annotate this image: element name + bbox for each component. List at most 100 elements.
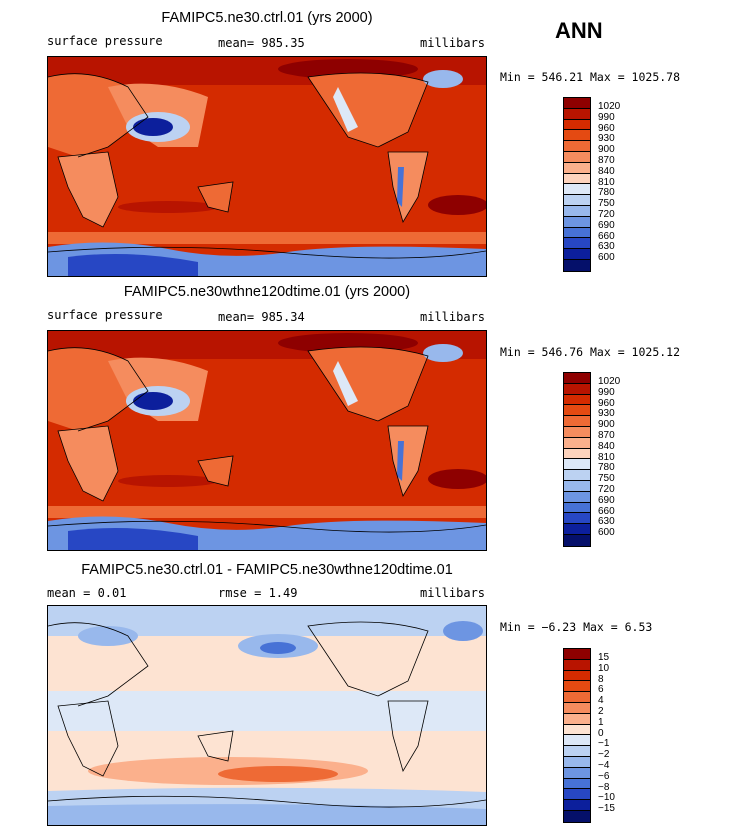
- panel-3-colorbar: [563, 648, 591, 823]
- colorbar-level-label: 630: [598, 241, 615, 253]
- colorbar-swatch: [564, 800, 590, 811]
- panel-3-colorbar-labels: 15 10 8 6 4 2 1 0 −1 −2 −4 −6 −8 −10 −15: [598, 648, 615, 814]
- colorbar-swatch: [564, 184, 590, 196]
- colorbar-level-label: −4: [598, 759, 610, 771]
- panel-3-mean: mean = 0.01: [47, 586, 127, 600]
- panel-2-map-svg: [48, 331, 486, 550]
- panel-3-units: millibars: [420, 586, 486, 600]
- colorbar-level-label: 4: [598, 695, 604, 707]
- colorbar-level-label: 630: [598, 516, 615, 528]
- colorbar-swatch: [564, 405, 590, 417]
- colorbar-swatch: [564, 227, 590, 239]
- colorbar-swatch: [564, 767, 590, 779]
- colorbar-level-label: 810: [598, 451, 615, 463]
- colorbar-level-label: 660: [598, 505, 615, 517]
- colorbar-swatch: [564, 437, 590, 449]
- colorbar-level-label: 1: [598, 716, 604, 728]
- colorbar-level-label: 0: [598, 727, 604, 739]
- panel-2-minmax: Min = 546.76 Max = 1025.12: [500, 345, 681, 359]
- colorbar-swatch: [564, 649, 590, 660]
- colorbar-swatch: [564, 513, 590, 525]
- colorbar-level-label: 840: [598, 440, 615, 452]
- colorbar-level-label: −6: [598, 770, 610, 782]
- colorbar-swatch: [564, 670, 590, 682]
- panel-1-variable-label: surface pressure: [47, 34, 163, 48]
- colorbar-level-label: 960: [598, 397, 615, 409]
- colorbar-level-label: 10: [598, 662, 610, 674]
- colorbar-swatch: [564, 426, 590, 438]
- colorbar-level-label: 660: [598, 230, 615, 242]
- colorbar-level-label: 15: [598, 652, 610, 663]
- colorbar-level-label: 750: [598, 198, 615, 210]
- colorbar-swatch: [564, 724, 590, 736]
- colorbar-swatch: [564, 480, 590, 492]
- panel-1-map: [47, 56, 487, 277]
- colorbar-swatch: [564, 383, 590, 395]
- colorbar-swatch: [564, 713, 590, 725]
- colorbar-swatch: [564, 756, 590, 768]
- colorbar-swatch: [564, 778, 590, 790]
- colorbar-swatch: [564, 810, 590, 822]
- panel-2-colorbar: [563, 372, 591, 547]
- colorbar-level-label: 600: [598, 527, 615, 539]
- colorbar-swatch: [564, 141, 590, 152]
- colorbar-level-label: 960: [598, 122, 615, 134]
- colorbar-level-label: 6: [598, 684, 604, 696]
- colorbar-swatch: [564, 173, 590, 185]
- colorbar-level-label: 1020: [598, 101, 621, 112]
- colorbar-swatch: [564, 416, 590, 427]
- panel-3-title: FAMIPC5.ne30.ctrl.01 - FAMIPC5.ne30wthne…: [81, 562, 453, 578]
- panel-1-title: FAMIPC5.ne30.ctrl.01 (yrs 2000): [161, 10, 373, 26]
- colorbar-swatch: [564, 692, 590, 703]
- colorbar-swatch: [564, 394, 590, 406]
- panel-2-mean: mean= 985.34: [218, 310, 305, 324]
- panel-1-map-svg: [48, 57, 486, 276]
- panel-2-title: FAMIPC5.ne30wthne120dtime.01 (yrs 2000): [123, 284, 411, 300]
- colorbar-level-label: 990: [598, 386, 615, 398]
- colorbar-swatch: [564, 216, 590, 228]
- colorbar-level-label: 600: [598, 252, 615, 264]
- colorbar-level-label: 810: [598, 176, 615, 188]
- colorbar-swatch: [564, 130, 590, 142]
- colorbar-level-label: 900: [598, 144, 615, 156]
- panel-3-minmax: Min = −6.23 Max = 6.53: [500, 620, 653, 634]
- colorbar-level-label: 750: [598, 473, 615, 485]
- colorbar-swatch: [564, 108, 590, 120]
- colorbar-swatch: [564, 259, 590, 271]
- colorbar-level-label: 690: [598, 219, 615, 231]
- colorbar-level-label: 780: [598, 187, 615, 199]
- colorbar-swatch: [564, 195, 590, 206]
- colorbar-level-label: 780: [598, 462, 615, 474]
- panel-2-variable-label: surface pressure: [47, 308, 163, 322]
- colorbar-swatch: [564, 502, 590, 514]
- colorbar-level-label: −10: [598, 792, 615, 804]
- colorbar-level-label: 720: [598, 483, 615, 495]
- panel-1-minmax: Min = 546.21 Max = 1025.78: [500, 70, 681, 84]
- colorbar-swatch: [564, 98, 590, 109]
- colorbar-level-label: 870: [598, 429, 615, 441]
- colorbar-swatch: [564, 119, 590, 131]
- colorbar-swatch: [564, 205, 590, 217]
- colorbar-level-label: 870: [598, 154, 615, 166]
- colorbar-level-label: 2: [598, 705, 604, 717]
- panel-1-units: millibars: [420, 36, 486, 50]
- colorbar-swatch: [564, 789, 590, 801]
- colorbar-level-label: −15: [598, 803, 615, 815]
- colorbar-swatch: [564, 491, 590, 503]
- colorbar-swatch: [564, 681, 590, 693]
- colorbar-swatch: [564, 249, 590, 260]
- season-label: ANN: [555, 18, 603, 43]
- panel-1-colorbar-labels: 1020 990 960 930 900 870 840 810 780 750 720 690 660…: [598, 97, 621, 263]
- panel-2-map: [47, 330, 487, 551]
- colorbar-swatch: [564, 534, 590, 546]
- panel-1-colorbar: [563, 97, 591, 272]
- panel-2-units: millibars: [420, 310, 486, 324]
- panel-2-colorbar-labels: 1020 990 960 930 900 870 840 810 780 750 720 690 660…: [598, 372, 620, 538]
- colorbar-level-label: 900: [598, 419, 615, 431]
- colorbar-level-label: −8: [598, 781, 610, 793]
- panel-1-mean: mean= 985.35: [218, 36, 305, 50]
- colorbar-swatch: [564, 702, 590, 714]
- panel-3-map-svg: [48, 606, 486, 825]
- colorbar-swatch: [564, 659, 590, 671]
- panel-3-map: [47, 605, 487, 826]
